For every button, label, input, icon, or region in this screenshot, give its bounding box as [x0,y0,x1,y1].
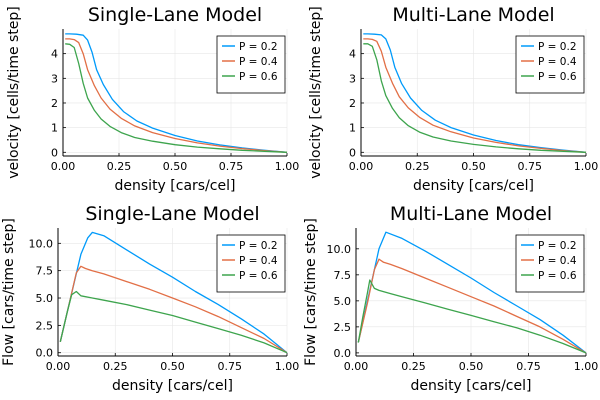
x-tick-label: 1.00 [574,160,599,173]
x-tick-label: 0.75 [218,360,243,373]
y-tick-label: 5.0 [36,292,54,305]
y-tick-label: 7.5 [36,265,54,278]
legend-label: P = 0.2 [239,240,278,252]
x-tick-label: 1.00 [574,360,599,373]
y-axis-label: Flow [cars/time step] [1,218,17,366]
legend-label: P = 0.4 [239,255,278,267]
x-tick-label: 0.00 [344,360,369,373]
y-tick-label: 2 [51,97,58,110]
panel-3: 0.00 0.25 0.50 0.75 1.00 0.0 2.5 5.0 7.5 10.0 Sing… [1,203,299,394]
y-tick-label: 3 [51,72,58,85]
legend: P = 0.2 P = 0.4 P = 0.6 [216,35,286,94]
legend-label: P = 0.2 [239,41,278,53]
y-tick-label: 0.0 [36,347,54,360]
x-tick-label: 1.00 [275,160,300,173]
chart-title: Multi-Lane Model [392,4,554,26]
x-tick-label: 0.50 [461,160,486,173]
x-tick-label: 0.75 [518,160,543,173]
x-tick-label: 0.50 [163,160,188,173]
y-tick-label: 7.5 [334,269,352,282]
x-tick-label: 0.25 [103,360,128,373]
series-line [59,265,288,354]
panel-2: 0.00 0.25 0.50 0.75 1.00 0 1 2 3 4 Multi-Lane Mode… [308,4,598,194]
y-tick-label: 0 [51,146,58,159]
y-tick-label: 2 [349,97,356,110]
x-axis-label: density [cars/cel] [115,178,236,194]
y-tick-label: 10.0 [29,237,54,250]
x-tick-label: 0.50 [160,360,185,373]
y-tick-label: 10.0 [327,243,352,256]
series-line [363,33,587,153]
y-tick-label: 2.5 [36,319,54,332]
x-axis-label: density [cars/cel] [413,178,534,194]
series-line [357,279,587,354]
legend: P = 0.2 P = 0.4 P = 0.6 [515,35,585,94]
x-tick-label: 0.00 [51,160,76,173]
y-axis-label: velocity [cells/time step] [6,6,22,179]
x-tick-label: 0.25 [107,160,132,173]
series-line [65,33,288,153]
chart-title: Single-Lane Model [85,203,259,225]
y-tick-label: 1 [349,122,356,135]
x-tick-label: 0.25 [401,360,426,373]
legend-label: P = 0.4 [538,56,577,68]
x-tick-label: 0.50 [459,360,484,373]
legend-label: P = 0.6 [239,71,278,83]
y-tick-label: 5.0 [334,295,352,308]
y-tick-label: 3 [349,72,356,85]
y-tick-label: 0 [349,146,356,159]
series-line [357,231,587,354]
y-axis-label: Flow [cars/time step] [303,218,319,366]
y-tick-label: 4 [51,48,58,61]
y-tick-label: 4 [349,48,356,61]
x-tick-label: 0.25 [405,160,430,173]
chart-title: Multi-Lane Model [390,203,552,225]
legend-label: P = 0.6 [239,270,278,282]
series-line [363,43,587,153]
legend-label: P = 0.2 [538,41,577,53]
x-tick-label: 1.00 [275,360,300,373]
panel-1: 0.00 0.25 0.50 0.75 1.00 0 1 2 3 4 Single-Lane Mod… [6,4,299,194]
y-tick-label: 0.0 [334,347,352,360]
legend: P = 0.2 P = 0.4 P = 0.6 [216,234,286,293]
x-tick-label: 0.00 [46,360,71,373]
panel-4: 0.00 0.25 0.50 0.75 1.00 0.0 2.5 5.0 7.5 10.0 Mult… [303,203,598,394]
legend-label: P = 0.4 [538,255,577,267]
x-axis-label: density [cars/cel] [411,378,532,394]
x-tick-label: 0.00 [349,160,374,173]
x-axis-label: density [cars/cel] [112,378,233,394]
legend-label: P = 0.6 [538,270,577,282]
series-line [363,38,587,153]
series-line [357,258,587,354]
legend-label: P = 0.2 [538,240,577,252]
x-tick-label: 0.75 [516,360,541,373]
y-axis-label: velocity [cells/time step] [308,6,324,179]
chart-title: Single-Lane Model [88,4,262,26]
legend-label: P = 0.4 [239,56,278,68]
legend-label: P = 0.6 [538,71,577,83]
legend: P = 0.2 P = 0.4 P = 0.6 [515,234,585,293]
series-line [59,290,288,354]
series-line [65,43,288,153]
series-line [65,38,288,153]
y-tick-label: 1 [51,122,58,135]
y-tick-label: 2.5 [334,321,352,334]
series-line [59,231,288,354]
x-tick-label: 0.75 [219,160,244,173]
